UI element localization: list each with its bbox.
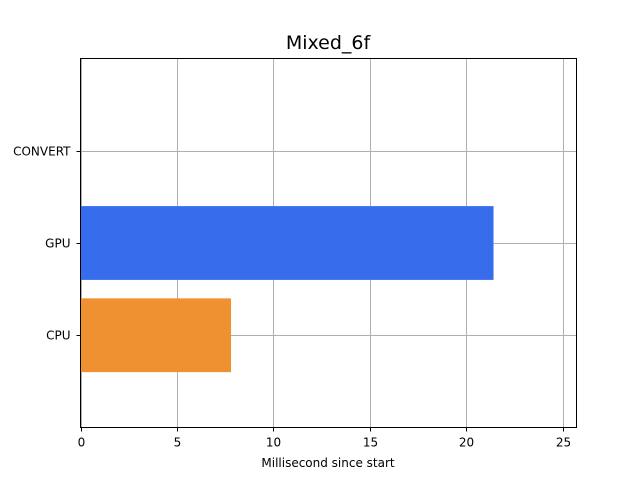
- chart-title: Mixed_6f: [286, 32, 372, 54]
- x-axis-label: Millisecond since start: [261, 456, 395, 470]
- bar-gpu: [80, 206, 494, 280]
- x-tick-label: 20: [459, 436, 474, 450]
- x-tick-label: 15: [363, 436, 378, 450]
- x-tick-label: 0: [78, 436, 86, 450]
- x-tick-label: 5: [174, 436, 182, 450]
- ticks: 0 5 10 15 20 25 CPU GPU CONVERT: [13, 145, 571, 450]
- x-tick-label: 10: [266, 436, 281, 450]
- bar-cpu: [80, 298, 232, 373]
- x-tick-label: 25: [556, 436, 571, 450]
- bars: [80, 206, 494, 373]
- category-label-convert: CONVERT: [13, 145, 71, 159]
- category-label-cpu: CPU: [46, 329, 70, 343]
- category-label-gpu: GPU: [45, 237, 70, 251]
